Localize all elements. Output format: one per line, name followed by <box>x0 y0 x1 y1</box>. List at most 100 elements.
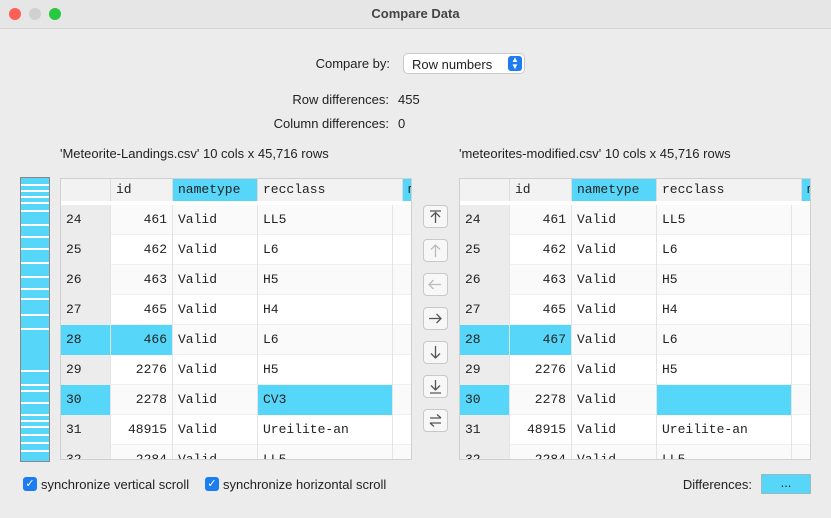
table-cell: Valid <box>173 325 258 355</box>
row-stripe <box>460 355 810 385</box>
table-cell: 2276 <box>510 355 572 385</box>
table-cell: LL5 <box>657 205 792 235</box>
table-cell: Valid <box>173 415 258 445</box>
table-cell: Valid <box>173 265 258 295</box>
row-number: 32 <box>61 445 111 459</box>
column-header: recclass <box>258 179 403 201</box>
sync-vertical-checkbox[interactable]: ✓ <box>23 477 37 491</box>
table-cell: Valid <box>572 235 657 265</box>
table-cell: 48915 <box>510 415 572 445</box>
table-cell: Valid <box>173 235 258 265</box>
column-header: nametype <box>572 179 657 201</box>
table-cell: Valid <box>572 265 657 295</box>
table-cell: Valid <box>572 325 657 355</box>
table-cell: CV3 <box>258 385 393 415</box>
table-cell: H4 <box>258 295 393 325</box>
title-bar <box>0 0 831 29</box>
row-stripe <box>460 235 810 265</box>
left-table: idnametyperecclassm24461ValidLL525462Val… <box>60 178 412 460</box>
left-caption: 'Meteorite-Landings.csv' 10 cols x 45,71… <box>60 146 329 161</box>
table-cell: Valid <box>572 385 657 415</box>
table-cell: Valid <box>572 415 657 445</box>
prev-diff-button[interactable] <box>423 239 448 262</box>
row-stripe <box>460 265 810 295</box>
first-diff-button[interactable] <box>423 205 448 228</box>
row-stripe <box>61 205 411 235</box>
table-cell: LL5 <box>258 205 393 235</box>
table-cell: Valid <box>173 205 258 235</box>
table-cell: 2284 <box>111 445 173 459</box>
popup-chevron: ▲ ▼ <box>508 56 522 71</box>
row-number: 28 <box>61 325 111 355</box>
table-cell: 462 <box>510 235 572 265</box>
row-number: 24 <box>460 205 510 235</box>
table-cell: Valid <box>572 205 657 235</box>
zoom-button[interactable] <box>49 8 61 20</box>
differences-color-button[interactable]: ... <box>761 474 811 494</box>
row-stripe <box>61 415 411 445</box>
row-number: 26 <box>460 265 510 295</box>
compare-label: Compare by: <box>315 56 390 71</box>
table-cell: L6 <box>657 235 792 265</box>
table-cell: H5 <box>657 265 792 295</box>
table-cell: 465 <box>111 295 173 325</box>
table-cell: L6 <box>657 325 792 355</box>
swap-button[interactable] <box>423 409 448 432</box>
row-number: 30 <box>61 385 111 415</box>
row-diff-value: 455 <box>398 92 420 107</box>
sync-vertical-label: synchronize vertical scroll <box>41 477 190 492</box>
row-number: 29 <box>460 355 510 385</box>
table-cell: Valid <box>572 355 657 385</box>
table-cell: 466 <box>111 325 173 355</box>
table-cell: 463 <box>510 265 572 295</box>
row-number: 29 <box>61 355 111 385</box>
close-button[interactable] <box>9 8 21 20</box>
table-cell: 467 <box>510 325 572 355</box>
row-stripe <box>61 355 411 385</box>
table-cell: L6 <box>258 325 393 355</box>
table-cell: 461 <box>510 205 572 235</box>
col-diff-label: Column differences: <box>273 116 389 131</box>
row-diff-label: Row differences: <box>292 92 389 107</box>
minimize-button[interactable] <box>29 8 41 20</box>
compare-popup[interactable]: Row numbers ▲ ▼ <box>403 53 525 74</box>
table-cell: Valid <box>572 295 657 325</box>
last-diff-button[interactable] <box>423 375 448 398</box>
table-cell: 48915 <box>111 415 173 445</box>
table-cell: Valid <box>173 355 258 385</box>
row-stripe <box>460 415 810 445</box>
row-number: 26 <box>61 265 111 295</box>
row-stripe <box>460 445 810 459</box>
row-number-header <box>460 179 510 201</box>
table-cell: Ureilite-an <box>657 415 792 445</box>
row-stripe <box>460 205 810 235</box>
table-cell: LL5 <box>258 445 393 459</box>
table-cell: H5 <box>258 265 393 295</box>
column-header: m <box>403 179 411 201</box>
table-cell: 2278 <box>111 385 173 415</box>
table-cell: H4 <box>657 295 792 325</box>
table-cell: 462 <box>111 235 173 265</box>
row-number: 27 <box>460 295 510 325</box>
right-diff-button[interactable] <box>423 307 448 330</box>
table-cell: H5 <box>657 355 792 385</box>
row-stripe <box>61 295 411 325</box>
table-cell: 463 <box>111 265 173 295</box>
column-header: m <box>802 179 810 201</box>
row-number: 32 <box>460 445 510 459</box>
overview-strip <box>20 177 50 462</box>
table-cell: Valid <box>572 445 657 459</box>
table-cell: Valid <box>173 295 258 325</box>
row-number: 30 <box>460 385 510 415</box>
row-stripe <box>61 235 411 265</box>
column-header: recclass <box>657 179 802 201</box>
sync-horizontal-checkbox[interactable]: ✓ <box>205 477 219 491</box>
compare-value: Row numbers <box>412 57 493 72</box>
row-stripe <box>61 445 411 459</box>
next-diff-button[interactable] <box>423 341 448 364</box>
table-cell: 2278 <box>510 385 572 415</box>
table-cell: Valid <box>173 385 258 415</box>
row-number: 31 <box>460 415 510 445</box>
left-diff-button[interactable] <box>423 273 448 296</box>
